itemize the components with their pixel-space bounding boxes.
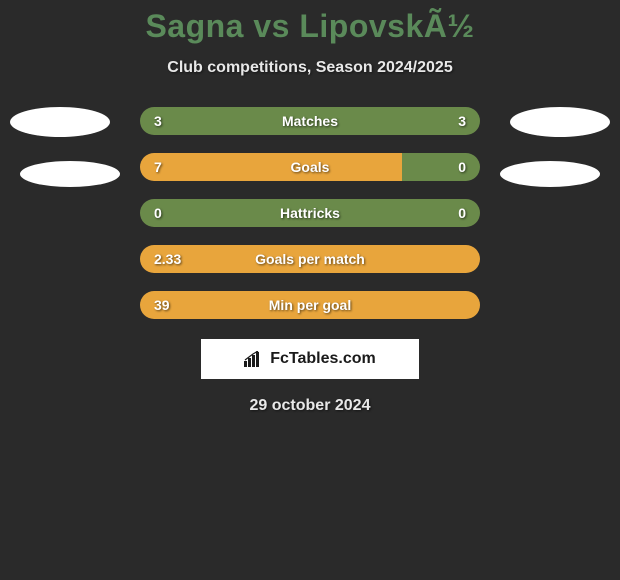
stat-labels: 3 Matches 3 xyxy=(140,107,480,135)
page-title: Sagna vs LipovskÃ½ xyxy=(0,8,620,45)
stat-labels: 0 Hattricks 0 xyxy=(140,199,480,227)
stat-left-value: 39 xyxy=(154,297,170,313)
subtitle: Club competitions, Season 2024/2025 xyxy=(0,59,620,77)
player-left-photo-placeholder xyxy=(10,107,110,137)
player-left-team-placeholder xyxy=(20,161,120,187)
stat-row: 7 Goals 0 xyxy=(140,153,480,181)
stat-row: 3 Matches 3 xyxy=(140,107,480,135)
stat-label: Matches xyxy=(282,113,338,129)
comparison-widget: Sagna vs LipovskÃ½ Club competitions, Se… xyxy=(0,0,620,415)
stat-left-value: 7 xyxy=(154,159,162,175)
date-text: 29 october 2024 xyxy=(0,397,620,415)
stat-right-value: 3 xyxy=(458,113,466,129)
stat-label: Hattricks xyxy=(280,205,340,221)
stat-row: 0 Hattricks 0 xyxy=(140,199,480,227)
stat-right-value: 0 xyxy=(458,205,466,221)
stat-left-value: 3 xyxy=(154,113,162,129)
stat-labels: 39 Min per goal xyxy=(140,291,480,319)
stat-row: 2.33 Goals per match xyxy=(140,245,480,273)
stat-label: Min per goal xyxy=(269,297,351,313)
stat-bars: 3 Matches 3 7 Goals 0 0 Hattricks 0 2.33 Goals per… xyxy=(140,107,480,319)
chart-icon xyxy=(244,351,264,367)
stat-right-value: 0 xyxy=(458,159,466,175)
stat-left-value: 2.33 xyxy=(154,251,181,267)
player-right-photo-placeholder xyxy=(510,107,610,137)
player-right-team-placeholder xyxy=(500,161,600,187)
stat-label: Goals xyxy=(291,159,330,175)
logo-text: FcTables.com xyxy=(270,350,376,368)
logo-box[interactable]: FcTables.com xyxy=(201,339,419,379)
stat-left-value: 0 xyxy=(154,205,162,221)
stat-label: Goals per match xyxy=(255,251,365,267)
stat-row: 39 Min per goal xyxy=(140,291,480,319)
stat-labels: 2.33 Goals per match xyxy=(140,245,480,273)
stat-labels: 7 Goals 0 xyxy=(140,153,480,181)
comparison-area: 3 Matches 3 7 Goals 0 0 Hattricks 0 2.33 Goals per… xyxy=(0,107,620,319)
